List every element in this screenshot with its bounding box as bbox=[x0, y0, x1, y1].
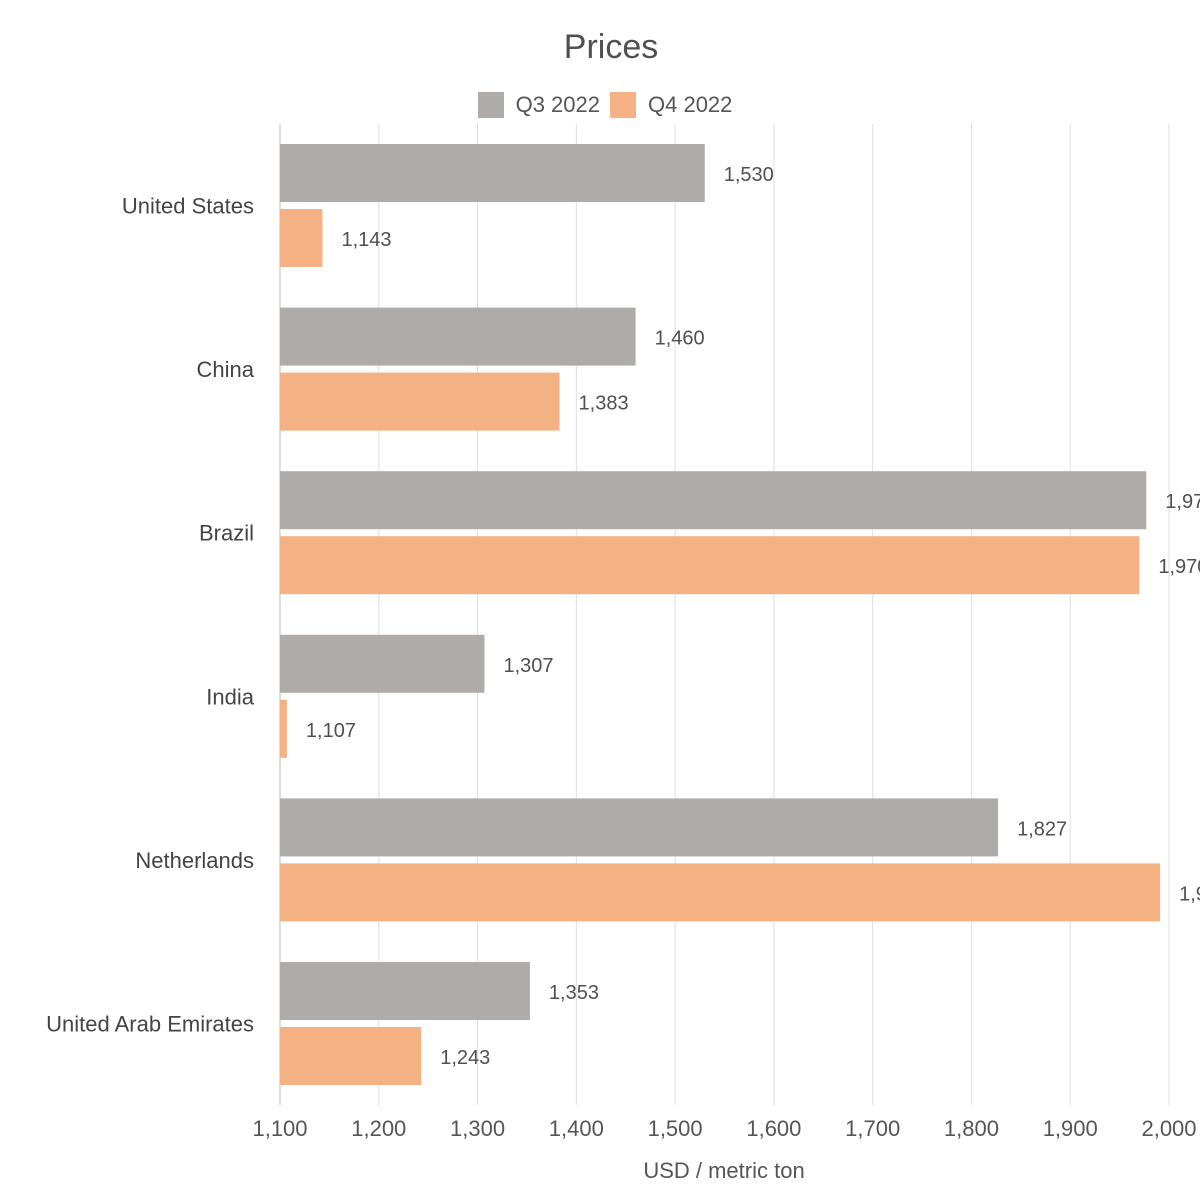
chart-title: Prices bbox=[563, 28, 659, 66]
legend-swatch-q3 bbox=[477, 92, 504, 118]
legend-item-q4[interactable]: Q4 2022 bbox=[610, 92, 732, 118]
bar[interactable] bbox=[280, 209, 323, 267]
bar[interactable] bbox=[280, 863, 1161, 922]
bar[interactable] bbox=[280, 634, 485, 693]
x-axis-ticks: 1,100 1,200 1,300 1,400 1,500 1,600 1,700 1,800… bbox=[252, 1116, 1196, 1141]
category-label: Netherlands bbox=[135, 848, 254, 873]
bar[interactable] bbox=[280, 962, 530, 1020]
data-label: 1,991 bbox=[1179, 883, 1200, 905]
x-tick-label: 1,900 bbox=[1043, 1116, 1098, 1141]
category-label: China bbox=[197, 357, 255, 382]
x-tick-label: 1,800 bbox=[944, 1116, 999, 1141]
data-label: 1,307 bbox=[503, 655, 553, 677]
data-label: 1,970 bbox=[1158, 556, 1200, 578]
x-tick-label: 1,300 bbox=[450, 1116, 505, 1141]
x-tick-label: 1,100 bbox=[252, 1116, 307, 1141]
legend-swatch-q4 bbox=[610, 92, 636, 118]
category-label: United States bbox=[122, 194, 254, 219]
data-label: 1,827 bbox=[1017, 818, 1067, 840]
bar[interactable] bbox=[280, 372, 560, 431]
category-label: India bbox=[206, 684, 254, 709]
bars bbox=[280, 144, 1161, 1085]
x-axis-label: USD / metric ton bbox=[643, 1158, 804, 1183]
legend-label-q4: Q4 2022 bbox=[648, 92, 733, 117]
data-label: 1,243 bbox=[440, 1047, 490, 1069]
value-labels: 1,530 1,143 1,460 1,383 1,977 1,970 1,307 1,107… bbox=[306, 164, 1200, 1069]
bar[interactable] bbox=[280, 307, 636, 366]
data-label: 1,353 bbox=[549, 982, 599, 1004]
category-labels: United States China Brazil India Netherlands… bbox=[46, 194, 255, 1037]
category-label: United Arab Emirates bbox=[46, 1012, 254, 1037]
bar[interactable] bbox=[280, 471, 1147, 530]
x-tick-label: 1,400 bbox=[549, 1116, 604, 1141]
data-label: 1,530 bbox=[724, 164, 774, 186]
category-label: Brazil bbox=[199, 521, 254, 546]
bar[interactable] bbox=[280, 699, 287, 758]
gridlines bbox=[279, 124, 1170, 1105]
legend-label-q3: Q3 2022 bbox=[515, 92, 600, 117]
x-tick-label: 1,700 bbox=[845, 1116, 900, 1141]
data-label: 1,383 bbox=[579, 393, 629, 415]
bar[interactable] bbox=[280, 144, 705, 202]
x-tick-label: 1,200 bbox=[351, 1116, 406, 1141]
legend: Q3 2022 Q4 2022 bbox=[0, 92, 1200, 118]
x-tick-label: 2,000 bbox=[1141, 1116, 1196, 1141]
data-label: 1,460 bbox=[655, 328, 705, 350]
x-tick-label: 1,500 bbox=[648, 1116, 703, 1141]
data-label: 1,107 bbox=[306, 720, 356, 742]
bar[interactable] bbox=[280, 536, 1140, 595]
x-tick-label: 1,600 bbox=[746, 1116, 801, 1141]
bar[interactable] bbox=[280, 798, 999, 857]
data-label: 1,977 bbox=[1165, 491, 1200, 513]
data-label: 1,143 bbox=[341, 229, 391, 251]
legend-item-q3[interactable]: Q3 2022 bbox=[477, 92, 600, 118]
bar[interactable] bbox=[280, 1027, 422, 1085]
